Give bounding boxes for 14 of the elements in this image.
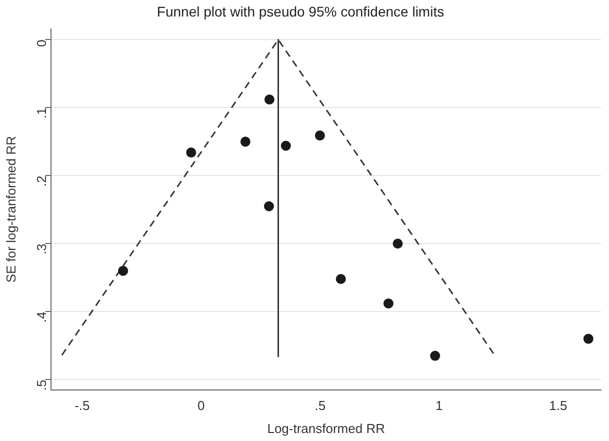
x-tick-label: .5 [314, 398, 326, 414]
x-tick-label: 1 [436, 398, 443, 414]
y-tick-label: .2 [34, 176, 49, 186]
x-tick-label: 1.5 [549, 398, 568, 414]
y-axis-title: SE for log-tranformed RR [3, 136, 18, 283]
y-tick-label: .3 [34, 244, 49, 254]
y-tick-label: .1 [34, 108, 49, 119]
x-tick-label: -.5 [74, 398, 90, 414]
x-axis-title: Log-transformed RR [267, 420, 385, 436]
y-tick-label: 0 [34, 40, 49, 47]
y-tick-label: .4 [34, 312, 49, 322]
y-tick-label: .5 [34, 380, 49, 390]
chart-title: Funnel plot with pseudo 95% confidence limits [156, 3, 444, 20]
x-tick-label: 0 [198, 398, 205, 414]
